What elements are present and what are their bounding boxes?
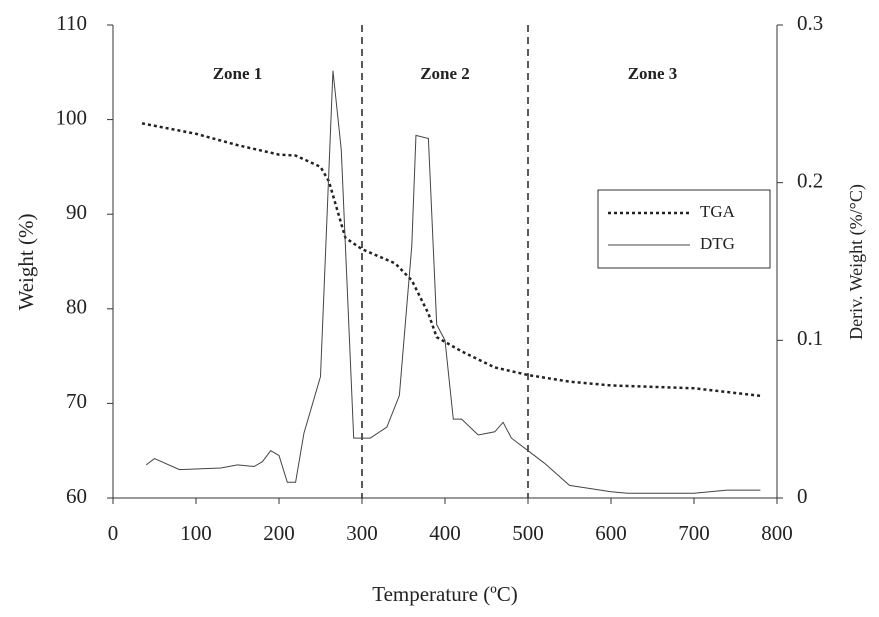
y2-tick-label: 0.3 <box>797 11 823 35</box>
zone-label: Zone 1 <box>213 64 263 83</box>
x-tick-label: 400 <box>429 521 461 545</box>
series-line <box>145 70 761 494</box>
y-tick-label: 80 <box>66 295 87 319</box>
x-tick-label: 700 <box>678 521 710 545</box>
series-line <box>141 122 761 398</box>
x-tick-label: 600 <box>595 521 627 545</box>
y2-tick-label: 0 <box>797 484 808 508</box>
x-tick-label: 800 <box>761 521 793 545</box>
y2-tick-label: 0.1 <box>797 326 823 350</box>
y-tick-label: 90 <box>66 200 87 224</box>
y2-tick-label: 0.2 <box>797 168 823 192</box>
zone-label: Zone 2 <box>420 64 470 83</box>
x-axis-label: Temperature (ºC) <box>372 582 518 606</box>
x-tick-label: 100 <box>180 521 212 545</box>
y-tick-label: 60 <box>66 484 87 508</box>
legend-label: DTG <box>700 234 735 253</box>
y-tick-label: 70 <box>66 389 87 413</box>
x-tick-label: 200 <box>263 521 295 545</box>
legend-label: TGA <box>700 202 736 221</box>
y2-axis-label: Deriv. Weight (%/°C) <box>846 184 867 340</box>
y-tick-label: 100 <box>56 105 88 129</box>
x-tick-label: 300 <box>346 521 378 545</box>
legend-box <box>597 189 771 269</box>
y-tick-label: 110 <box>56 11 87 35</box>
zone-label: Zone 3 <box>628 64 678 83</box>
x-tick-label: 0 <box>108 521 119 545</box>
y-axis-label: Weight (%) <box>14 214 38 311</box>
x-tick-label: 500 <box>512 521 544 545</box>
